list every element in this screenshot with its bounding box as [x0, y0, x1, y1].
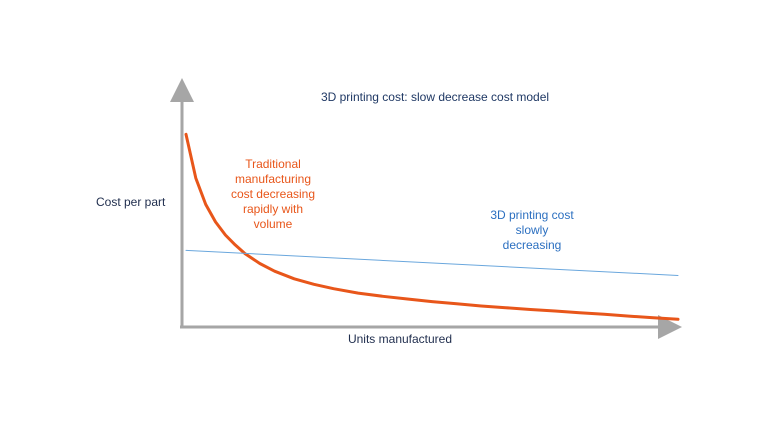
annotation-line: rapidly with [242, 202, 304, 216]
traditional-cost-line [184, 132, 680, 321]
annotation-line: volume [253, 217, 293, 231]
x-axis-label: Units manufactured [347, 332, 453, 346]
3d-printing-cost-annotation: 3D printing cost slowly decreasing [468, 208, 596, 253]
annotation-line: slowly [515, 223, 549, 237]
annotation-line: 3D printing cost [490, 208, 574, 222]
y-axis-label: Cost per part [96, 195, 166, 209]
traditional-cost-annotation: Traditional manufacturing cost decreasin… [214, 157, 332, 232]
annotation-line: decreasing [502, 238, 562, 252]
series-layer [184, 132, 680, 321]
annotation-line: manufacturing [234, 172, 312, 186]
annotation-line: Traditional [245, 157, 301, 171]
printing-cost-line [185, 249, 679, 276]
annotation-line: cost decreasing [230, 187, 316, 201]
chart-title: 3D printing cost: slow decrease cost mod… [320, 90, 550, 104]
